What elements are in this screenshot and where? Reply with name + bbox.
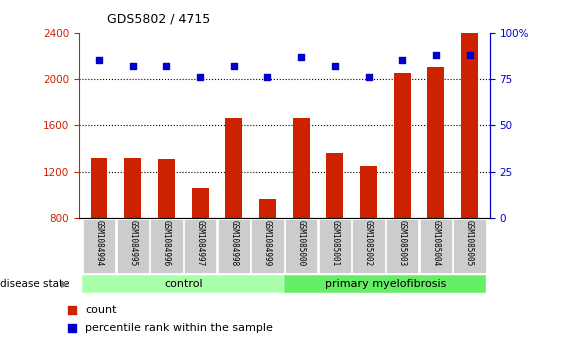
Text: GSM1084998: GSM1084998 — [229, 220, 238, 266]
Point — [128, 63, 137, 69]
Bar — [184, 219, 216, 273]
Point — [319, 61, 328, 66]
Bar — [124, 158, 141, 218]
Bar — [82, 275, 284, 293]
Text: GSM1085004: GSM1085004 — [431, 220, 440, 266]
Bar — [259, 199, 276, 218]
Bar — [191, 188, 208, 218]
Text: primary myelofibrosis: primary myelofibrosis — [325, 279, 446, 289]
Bar — [293, 118, 310, 218]
Bar — [251, 219, 284, 273]
Point — [397, 57, 406, 63]
Text: GSM1084994: GSM1084994 — [95, 220, 104, 266]
Bar — [218, 219, 250, 273]
Bar — [158, 159, 175, 218]
Point — [364, 74, 373, 80]
Bar — [427, 68, 444, 218]
Point — [95, 57, 104, 63]
Text: disease state: disease state — [0, 279, 69, 289]
Bar — [420, 219, 452, 273]
Point — [195, 74, 204, 80]
Bar — [394, 73, 410, 218]
Text: GSM1085001: GSM1085001 — [330, 220, 339, 266]
Bar — [284, 275, 486, 293]
Point — [319, 224, 328, 230]
Bar — [285, 219, 318, 273]
Text: GSM1084999: GSM1084999 — [263, 220, 272, 266]
Text: ▶: ▶ — [61, 279, 69, 289]
Point — [330, 63, 339, 69]
Bar — [386, 219, 418, 273]
Point — [229, 63, 238, 69]
Text: count: count — [85, 305, 117, 315]
Point — [162, 63, 171, 69]
Point — [465, 52, 474, 58]
Text: GSM1085000: GSM1085000 — [297, 220, 306, 266]
Bar — [150, 219, 182, 273]
Bar — [360, 166, 377, 218]
Point — [297, 54, 306, 60]
Point — [263, 74, 272, 80]
Bar — [352, 219, 385, 273]
Text: control: control — [164, 279, 203, 289]
Bar — [225, 118, 242, 218]
Bar — [453, 219, 486, 273]
Text: percentile rank within the sample: percentile rank within the sample — [85, 323, 273, 333]
Bar — [83, 219, 115, 273]
Bar — [91, 158, 108, 218]
Bar — [319, 219, 351, 273]
Text: GDS5802 / 4715: GDS5802 / 4715 — [107, 12, 210, 25]
Text: GSM1084995: GSM1084995 — [128, 220, 137, 266]
Text: GSM1084996: GSM1084996 — [162, 220, 171, 266]
Point — [431, 52, 440, 58]
Text: GSM1085003: GSM1085003 — [397, 220, 406, 266]
Bar — [461, 33, 478, 218]
Text: GSM1084997: GSM1084997 — [195, 220, 204, 266]
Bar — [327, 153, 343, 218]
Text: GSM1085005: GSM1085005 — [465, 220, 474, 266]
Text: GSM1085002: GSM1085002 — [364, 220, 373, 266]
Bar — [117, 219, 149, 273]
